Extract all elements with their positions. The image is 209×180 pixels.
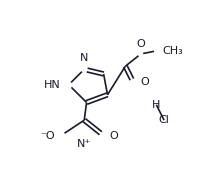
Text: H: H <box>152 100 161 110</box>
Text: CH₃: CH₃ <box>163 46 183 56</box>
Text: HN: HN <box>44 80 61 90</box>
Text: ⁻O: ⁻O <box>40 130 55 141</box>
Text: N⁺: N⁺ <box>77 139 91 149</box>
Text: O: O <box>141 77 150 87</box>
Text: Cl: Cl <box>159 115 169 125</box>
Text: N: N <box>80 53 88 63</box>
Text: O: O <box>110 130 119 141</box>
Text: O: O <box>136 39 145 49</box>
